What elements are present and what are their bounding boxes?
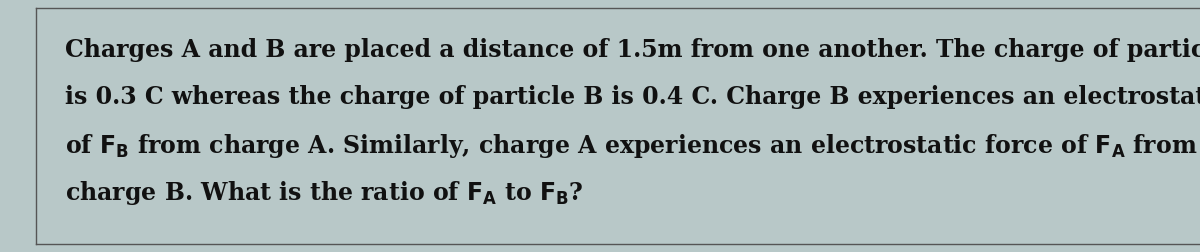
Text: is 0.3 C whereas the charge of particle B is 0.4 C. Charge B experiences an elec: is 0.3 C whereas the charge of particle … <box>65 85 1200 109</box>
Text: charge B. What is the ratio of $\mathbf{F}_\mathbf{A}$ to $\mathbf{F}_\mathbf{B}: charge B. What is the ratio of $\mathbf{… <box>65 179 583 207</box>
Text: of $\mathbf{F}_\mathbf{B}$ from charge A. Similarly, charge A experiences an ele: of $\mathbf{F}_\mathbf{B}$ from charge A… <box>65 132 1198 160</box>
Text: Charges A and B are placed a distance of 1.5m from one another. The charge of pa: Charges A and B are placed a distance of… <box>65 38 1200 62</box>
